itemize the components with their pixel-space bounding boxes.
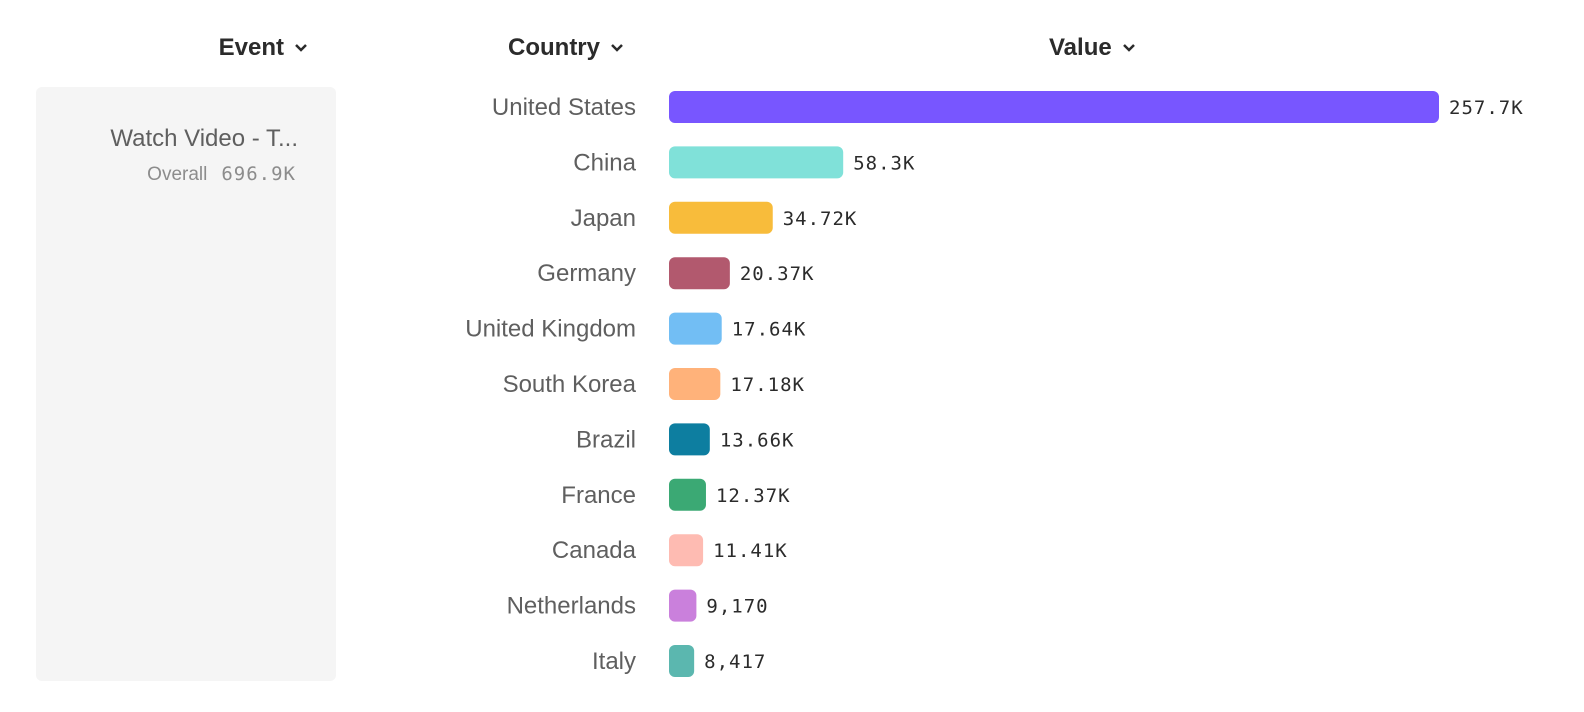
bar[interactable] bbox=[669, 146, 844, 179]
value-label: 9,170 bbox=[706, 596, 768, 618]
value-label: 13.66K bbox=[720, 429, 795, 451]
category-label: Italy bbox=[592, 648, 636, 675]
event-overall: Overall 696.9K bbox=[147, 163, 296, 186]
category-label: Brazil bbox=[576, 426, 636, 453]
value-label: 257.7K bbox=[1449, 97, 1524, 119]
category-label: South Korea bbox=[503, 371, 637, 398]
chevron-down-icon bbox=[1122, 44, 1135, 52]
category-label: United Kingdom bbox=[465, 316, 636, 343]
value-label: 58.3K bbox=[853, 152, 915, 174]
category-label: France bbox=[561, 482, 636, 509]
category-label: Japan bbox=[571, 205, 636, 232]
overall-label: Overall bbox=[147, 164, 208, 185]
bar[interactable] bbox=[669, 534, 704, 567]
chevron-down-icon bbox=[295, 44, 307, 52]
category-label: United States bbox=[492, 94, 636, 121]
category-label: Netherlands bbox=[507, 593, 636, 620]
event-name: Watch Video - T... bbox=[110, 125, 298, 152]
country-column-header[interactable]: Country bbox=[508, 34, 624, 62]
chevron-down-icon bbox=[611, 44, 623, 52]
value-label: 12.37K bbox=[716, 485, 791, 507]
bar[interactable] bbox=[669, 589, 697, 622]
bar[interactable] bbox=[669, 645, 695, 677]
value-header-label: Value bbox=[1049, 34, 1112, 61]
bar[interactable] bbox=[669, 91, 1439, 123]
overall-value: 696.9K bbox=[221, 163, 296, 185]
event-column-header[interactable]: Event bbox=[219, 34, 308, 62]
bar[interactable] bbox=[669, 312, 722, 345]
value-label: 11.41K bbox=[713, 540, 788, 562]
bar[interactable] bbox=[669, 478, 706, 511]
bar[interactable] bbox=[669, 201, 773, 234]
event-header-label: Event bbox=[218, 34, 284, 61]
value-label: 17.64K bbox=[732, 319, 807, 341]
bar[interactable] bbox=[669, 368, 721, 400]
value-column-header[interactable]: Value bbox=[1049, 34, 1136, 62]
value-label: 20.37K bbox=[740, 263, 815, 285]
country-header-label: Country bbox=[508, 34, 600, 61]
bar[interactable] bbox=[669, 423, 710, 456]
bar[interactable] bbox=[669, 257, 730, 290]
value-label: 34.72K bbox=[783, 208, 858, 230]
category-label: Canada bbox=[552, 537, 637, 564]
value-label: 17.18K bbox=[730, 374, 805, 396]
category-label: Germany bbox=[537, 260, 636, 287]
value-label: 8,417 bbox=[704, 651, 766, 673]
category-label: China bbox=[573, 149, 636, 176]
event-panel[interactable]: Watch Video - T... Overall 696.9K bbox=[36, 87, 336, 681]
